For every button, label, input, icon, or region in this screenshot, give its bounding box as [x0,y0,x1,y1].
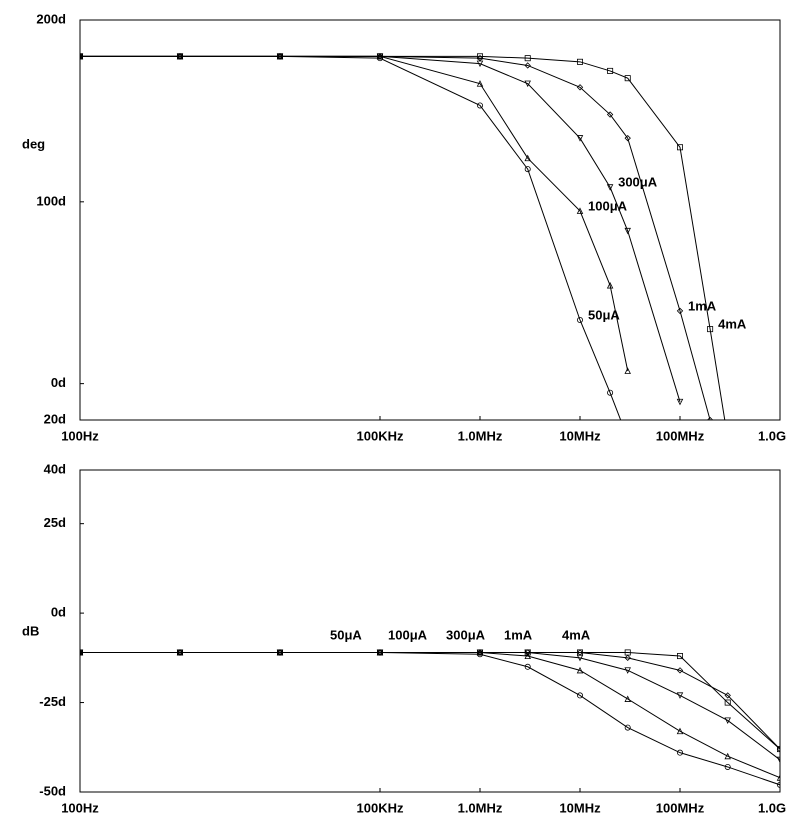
series-line [80,652,780,784]
y-tick-label: 0d [51,605,66,620]
marker [725,436,730,441]
series-label: 50μA [588,307,620,322]
x-tick-label: 1.0GHz [758,800,787,815]
x-tick-label: 10MHz [559,428,601,443]
series-label: 4mA [718,317,747,332]
x-tick-label: 100MHz [656,800,705,815]
plot-frame [80,20,780,420]
x-tick-label: 100KHz [357,428,404,443]
plot-area [77,650,782,788]
y-tick-label: 20d [44,411,66,426]
x-tick-label: 1.0GHz [758,428,787,443]
series-line [80,652,780,759]
x-tick-label: 1.0MHz [458,800,503,815]
series-line [80,652,780,749]
y-tick-label: 200d [36,11,66,26]
y-tick-label: 40d [44,461,66,476]
series-label: 100μA [388,627,428,642]
y-tick-label: 100d [36,193,66,208]
y-axis-label: deg [22,136,45,151]
x-tick-label: 100Hz [61,428,99,443]
series-label: 4mA [562,627,591,642]
marker [625,436,630,441]
plot-area [77,54,730,441]
x-tick-label: 100MHz [656,428,705,443]
series-line [80,652,780,749]
y-tick-label: -25d [39,694,66,709]
series-label: 1mA [504,627,533,642]
series-label: 1mA [688,298,717,313]
x-tick-label: 1.0MHz [458,428,503,443]
y-tick-label: 25d [44,515,66,530]
y-tick-label: -50d [39,783,66,798]
series-line [80,652,780,777]
series-line [80,56,628,371]
series-line [80,56,628,438]
y-tick-label: 0d [51,375,66,390]
series-line [80,56,728,438]
series-label: 50μA [330,627,362,642]
series-line [80,56,710,420]
series-line [80,56,680,401]
y-axis-label: dB [22,623,39,638]
series-label: 300μA [446,627,486,642]
x-tick-label: 10MHz [559,800,601,815]
chart: deg 20d 0d 100d 200d 100Hz 100KHz 1.0MHz 10MHz 10… [0,0,787,818]
series-label: 100μA [588,198,628,213]
plot-frame [80,470,780,792]
series-label: 300μA [618,175,658,190]
x-tick-label: 100Hz [61,800,99,815]
x-tick-label: 100KHz [357,800,404,815]
